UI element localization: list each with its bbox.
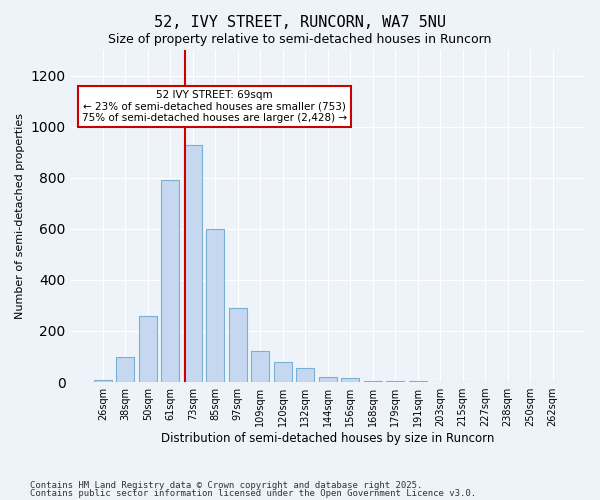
Bar: [139, 316, 157, 382]
Text: Contains HM Land Registry data © Crown copyright and database right 2025.: Contains HM Land Registry data © Crown c…: [30, 481, 422, 490]
Bar: [296, 368, 314, 382]
Bar: [161, 180, 179, 382]
Bar: [386, 381, 404, 382]
Bar: [184, 144, 202, 382]
Text: Contains public sector information licensed under the Open Government Licence v3: Contains public sector information licen…: [30, 488, 476, 498]
Bar: [229, 308, 247, 382]
Bar: [319, 377, 337, 382]
Y-axis label: Number of semi-detached properties: Number of semi-detached properties: [15, 113, 25, 319]
Bar: [206, 229, 224, 382]
Bar: [341, 378, 359, 382]
Bar: [274, 362, 292, 382]
Text: Size of property relative to semi-detached houses in Runcorn: Size of property relative to semi-detach…: [109, 32, 491, 46]
Bar: [94, 380, 112, 382]
Text: 52 IVY STREET: 69sqm
← 23% of semi-detached houses are smaller (753)
75% of semi: 52 IVY STREET: 69sqm ← 23% of semi-detac…: [82, 90, 347, 123]
Bar: [116, 356, 134, 382]
Bar: [251, 352, 269, 382]
X-axis label: Distribution of semi-detached houses by size in Runcorn: Distribution of semi-detached houses by …: [161, 432, 494, 445]
Bar: [364, 381, 382, 382]
Text: 52, IVY STREET, RUNCORN, WA7 5NU: 52, IVY STREET, RUNCORN, WA7 5NU: [154, 15, 446, 30]
